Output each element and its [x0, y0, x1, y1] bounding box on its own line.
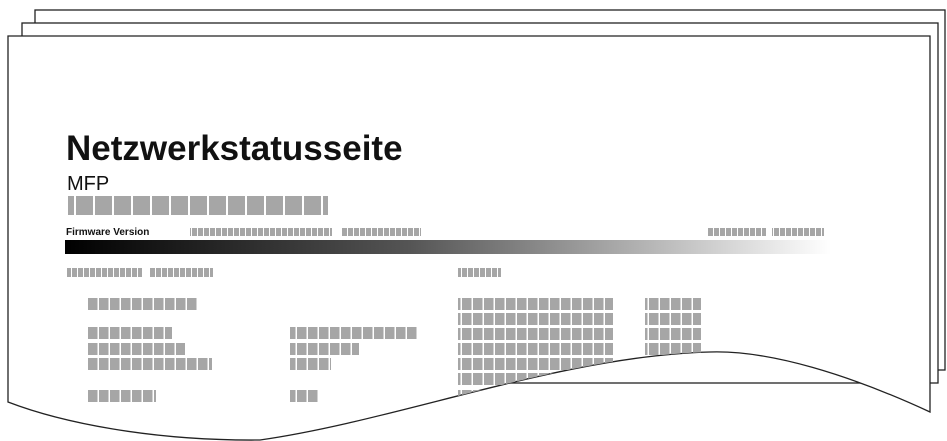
placeholder-text	[88, 298, 198, 310]
gradient-bar	[65, 240, 831, 254]
placeholder-text	[88, 343, 185, 355]
placeholder-text	[458, 268, 501, 277]
placeholder-text	[290, 327, 417, 339]
page-subtitle: MFP	[67, 173, 109, 195]
placeholder-text	[645, 313, 701, 325]
placeholder-text	[88, 390, 156, 402]
placeholder-text	[88, 327, 172, 339]
placeholder-text	[772, 228, 824, 236]
placeholder-text	[458, 298, 613, 310]
placeholder-text	[190, 228, 332, 236]
placeholder-text	[708, 228, 766, 236]
placeholder-text	[458, 313, 613, 325]
placeholder-text	[150, 268, 213, 277]
page-title: Netzwerkstatusseite	[66, 129, 403, 168]
placeholder-text	[458, 343, 613, 355]
placeholder-text	[68, 196, 328, 215]
placeholder-text	[290, 358, 331, 370]
placeholder-text	[458, 390, 613, 402]
placeholder-text	[67, 268, 142, 277]
status-page-illustration: Netzwerkstatusseite MFP Firmware Version	[0, 0, 947, 441]
placeholder-text	[290, 343, 359, 355]
firmware-label: Firmware Version	[66, 227, 149, 238]
placeholder-text	[458, 328, 613, 340]
placeholder-text	[645, 298, 701, 310]
placeholder-text	[645, 328, 701, 340]
placeholder-text	[290, 390, 319, 402]
placeholder-text	[88, 358, 212, 370]
placeholder-text	[341, 228, 421, 236]
placeholder-text	[645, 390, 701, 402]
